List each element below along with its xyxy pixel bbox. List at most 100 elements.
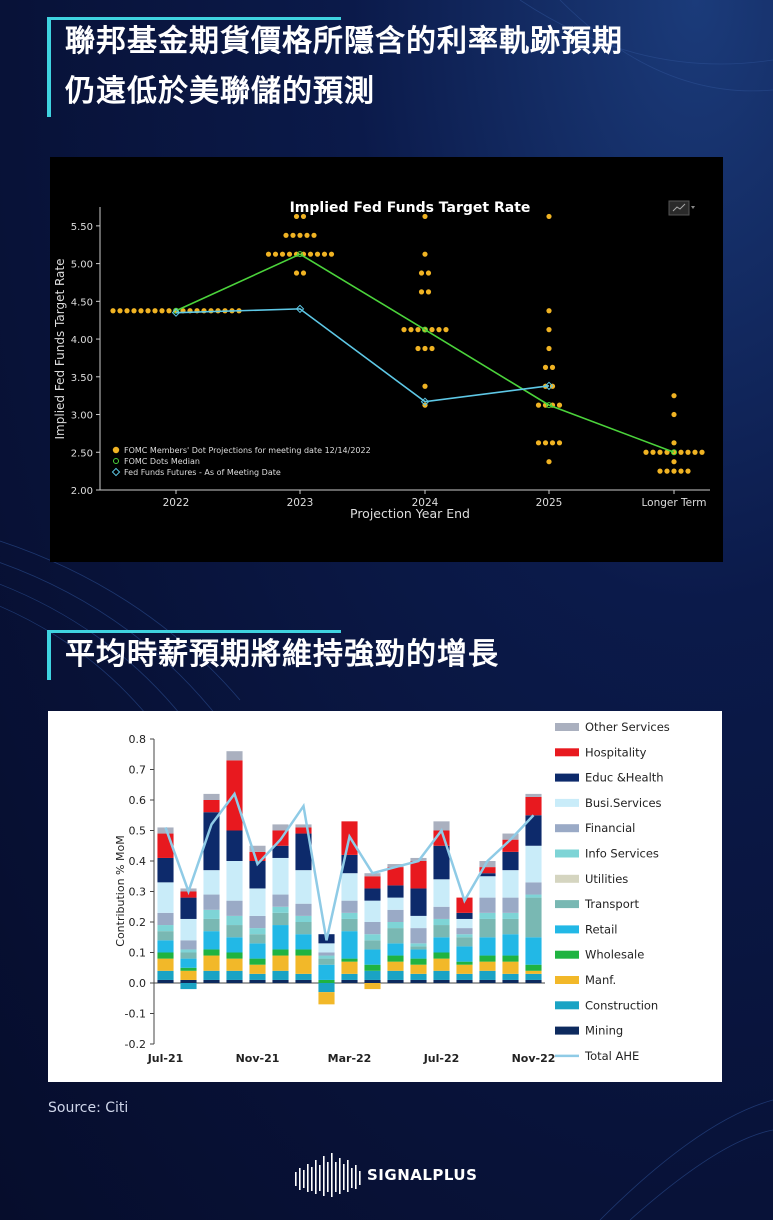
bar-segment — [387, 897, 404, 910]
bar-segment — [410, 973, 427, 980]
bar-segment — [525, 894, 542, 898]
legend-swatch — [555, 798, 579, 807]
x-tick-label: 2022 — [163, 497, 190, 509]
bar-segment — [341, 931, 358, 959]
bar-segment — [203, 870, 220, 895]
bar-segment — [157, 952, 174, 959]
median-point — [173, 307, 179, 314]
bar-segment — [272, 906, 289, 913]
legend-swatch — [555, 1001, 579, 1010]
bar-segment — [456, 973, 473, 980]
bar-segment — [525, 793, 542, 797]
bar-segment — [249, 915, 266, 929]
x-tick-label: Mar-22 — [328, 1052, 372, 1065]
fomc-dot — [279, 251, 286, 257]
heading-1-line-2: 仍遠低於美聯儲的預測 — [65, 74, 375, 109]
bar-segment — [318, 992, 335, 1005]
bar-segment — [433, 821, 450, 831]
fomc-dot — [304, 232, 310, 238]
bar-segment — [226, 937, 243, 953]
bar-segment — [479, 912, 496, 919]
bar-segment — [203, 793, 220, 800]
x-tick-label: Jul-22 — [423, 1052, 460, 1065]
fomc-dot — [117, 308, 123, 314]
fomc-dot — [549, 440, 556, 446]
bar-segment — [479, 897, 496, 913]
bar-segment — [364, 873, 381, 877]
bar-segment — [180, 970, 197, 980]
ahe-chart-panel: 0.8 0.7 0.6 0.5 0.4 0.3 0.2 0.1 0.0 -0.1 -0.2 Jul-2… — [48, 711, 722, 1082]
bar-segment — [410, 861, 427, 889]
bar-segment — [364, 934, 381, 941]
fomc-dot — [542, 364, 549, 370]
bar-segment — [456, 934, 473, 938]
legend-futures-marker — [111, 467, 121, 477]
bar-segment — [525, 796, 542, 816]
bar-segment — [180, 949, 197, 953]
median-line — [175, 253, 675, 454]
bar-segment — [502, 870, 519, 898]
fomc-dot — [685, 449, 691, 455]
fomc-dot — [643, 449, 649, 455]
median-point — [422, 326, 428, 333]
bar-segment — [226, 861, 243, 901]
bar-segment — [433, 879, 450, 907]
bar-segment — [249, 979, 266, 983]
bar-segment — [387, 970, 404, 980]
legend-swatch — [555, 925, 579, 934]
legend-swatch — [555, 976, 579, 984]
bar-segment — [318, 958, 335, 965]
y-tick-label: 0.7 — [129, 764, 147, 777]
bar-segment — [295, 949, 312, 956]
bar-segment — [295, 824, 312, 828]
bar-segment — [226, 970, 243, 980]
bar-segment — [249, 928, 266, 935]
bar-segment — [318, 964, 335, 980]
legend-label: FOMC Members' Dot Projections for meetin… — [124, 446, 371, 455]
bar-segment — [525, 845, 542, 883]
bar-segment — [318, 943, 335, 953]
fomc-dot — [671, 440, 677, 446]
bar-segment — [364, 922, 381, 935]
bar-segment — [203, 970, 220, 980]
bar-segment — [203, 894, 220, 910]
bar-segment — [226, 915, 243, 926]
bar-segment — [318, 952, 335, 956]
bar-segment — [525, 897, 542, 938]
bar-segment — [456, 961, 473, 965]
futures-point — [544, 381, 554, 391]
fomc-dot — [159, 308, 165, 314]
bar-segment — [157, 857, 174, 883]
y-tick-label: 0.1 — [129, 947, 147, 960]
fomc-dot — [678, 449, 684, 455]
legend-label: Wholesale — [585, 948, 644, 962]
legend-swatch — [555, 1026, 579, 1035]
bar-segment — [295, 922, 312, 935]
fomc-dot — [138, 308, 144, 314]
bar-segment — [341, 912, 358, 919]
legend-label: Financial — [585, 821, 635, 835]
x-tick-label: Longer Term — [642, 497, 707, 509]
bar-segment — [502, 918, 519, 935]
bar-segment — [157, 940, 174, 953]
bar-segment — [502, 934, 519, 956]
x-tick-label: Jul-21 — [147, 1052, 184, 1065]
bar-segment — [525, 882, 542, 895]
legend-swatch — [555, 824, 579, 833]
bar-segment — [502, 897, 519, 913]
bar-segment — [226, 958, 243, 971]
bar-segment — [364, 949, 381, 965]
fomc-dot — [429, 327, 435, 333]
fomc-dot — [110, 308, 116, 314]
fed-funds-chart-panel: 5.50 5.00 4.50 4.00 3.50 3.00 2.50 2.00 2022 2023… — [50, 157, 723, 562]
y-tick-label: 4.50 — [71, 297, 93, 308]
legend-label: Fed Funds Futures - As of Meeting Date — [124, 468, 281, 477]
bar-segment — [226, 830, 243, 861]
bar-segment — [456, 946, 473, 962]
y-tick-label: 0.2 — [129, 916, 147, 929]
y-tick-label: 0.4 — [129, 855, 147, 868]
bar-segment — [180, 952, 197, 959]
bar-segment — [525, 964, 542, 971]
bar-segment — [157, 931, 174, 941]
bar-segment — [157, 970, 174, 980]
